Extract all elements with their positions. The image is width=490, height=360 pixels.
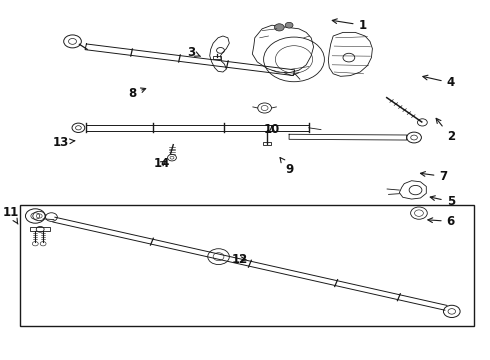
Circle shape [274,24,284,31]
Text: 3: 3 [187,46,200,59]
Text: 7: 7 [420,170,447,183]
Bar [213,56,221,59]
Text: 12: 12 [232,253,248,266]
Text: 6: 6 [428,215,455,228]
Text: 10: 10 [264,123,280,136]
Text: 11: 11 [2,206,19,224]
Bar [20,205,474,326]
Circle shape [285,22,293,28]
Text: 14: 14 [153,157,170,170]
Text: 2: 2 [436,118,455,143]
Text: 4: 4 [423,75,455,89]
Text: 1: 1 [332,19,367,32]
Text: 9: 9 [280,158,293,176]
Text: 13: 13 [53,136,75,149]
Text: 5: 5 [430,195,455,208]
Text: 8: 8 [128,87,146,100]
Bar [263,142,271,145]
